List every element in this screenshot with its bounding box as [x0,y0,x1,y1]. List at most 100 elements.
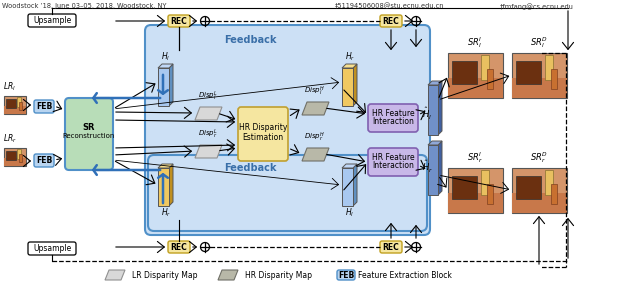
Bar [17,149,20,159]
FancyBboxPatch shape [380,15,402,27]
Text: †fmfang@cs.ecnu.edu: †fmfang@cs.ecnu.edu [500,3,574,10]
Polygon shape [302,102,329,115]
Bar [4,96,26,114]
Text: FEB: FEB [338,270,354,279]
Bar [550,69,557,89]
Polygon shape [158,64,173,68]
FancyBboxPatch shape [65,98,113,170]
Polygon shape [302,148,329,161]
Polygon shape [169,164,173,206]
Bar [516,61,541,84]
Text: Estimation: Estimation [243,133,284,142]
Polygon shape [438,141,442,195]
FancyBboxPatch shape [238,107,288,161]
Text: Reconstruction: Reconstruction [63,133,115,139]
FancyBboxPatch shape [368,148,418,176]
Polygon shape [342,64,357,68]
Bar [481,55,489,80]
Text: $LR_l$: $LR_l$ [3,81,16,93]
Text: REC: REC [171,242,188,251]
Polygon shape [438,81,442,135]
Polygon shape [195,107,222,120]
FancyBboxPatch shape [28,14,76,27]
FancyBboxPatch shape [168,15,190,27]
FancyBboxPatch shape [28,242,76,255]
FancyBboxPatch shape [168,241,190,253]
Polygon shape [428,81,442,85]
Text: Feature Extraction Block: Feature Extraction Block [358,270,452,279]
Text: LR Disparity Map: LR Disparity Map [132,270,198,279]
Bar [448,78,503,98]
FancyBboxPatch shape [145,25,430,235]
Bar [481,170,489,195]
FancyBboxPatch shape [380,241,402,253]
Text: HR Feature: HR Feature [372,110,414,119]
Text: $Disp_r^L$: $Disp_r^L$ [198,128,218,141]
Bar [4,148,26,166]
Text: $\hat{H}_r$: $\hat{H}_r$ [422,159,433,175]
Text: $SR_l^D$: $SR_l^D$ [530,35,548,50]
Text: Interaction: Interaction [372,161,414,171]
Text: $SR_l^I$: $SR_l^I$ [467,35,483,50]
Text: REC: REC [171,17,188,25]
Text: $H_l$: $H_l$ [161,51,170,63]
Bar [342,168,353,206]
Text: Woodstock ’18, June 03–05, 2018, Woodstock, NY: Woodstock ’18, June 03–05, 2018, Woodsto… [2,3,166,9]
Bar [17,97,20,107]
Bar [19,154,22,162]
Bar [452,176,477,199]
Text: $SR_r^I$: $SR_r^I$ [467,150,483,165]
FancyBboxPatch shape [337,270,355,280]
Bar [428,145,438,195]
Bar [545,170,553,195]
Polygon shape [353,64,357,106]
Bar [448,168,503,213]
Text: $H_l$: $H_l$ [345,207,354,219]
Text: Feedback: Feedback [224,163,276,173]
Bar [486,184,493,204]
Bar [448,193,503,213]
Polygon shape [158,164,173,168]
FancyBboxPatch shape [34,154,54,167]
Text: REC: REC [383,17,399,25]
Text: $Disp_l^L$: $Disp_l^L$ [198,90,218,103]
Text: FEB: FEB [36,102,52,111]
Bar [545,55,553,80]
Text: $H_r$: $H_r$ [161,207,172,219]
Text: REC: REC [383,242,399,251]
Polygon shape [105,270,125,280]
Bar [550,184,557,204]
Bar [158,168,169,206]
Bar [19,102,22,110]
Polygon shape [342,164,357,168]
Text: HR Feature: HR Feature [372,154,414,163]
Text: ‡51194506008@stu.ecnu.edu.cn: ‡51194506008@stu.ecnu.edu.cn [335,3,445,9]
Bar [158,68,169,106]
FancyBboxPatch shape [148,155,427,231]
Bar [342,68,353,106]
Polygon shape [195,145,222,158]
Text: Upsample: Upsample [33,244,71,253]
Text: Upsample: Upsample [33,16,71,25]
Text: Interaction: Interaction [372,117,414,126]
FancyBboxPatch shape [368,104,418,132]
FancyBboxPatch shape [34,100,54,113]
Bar [6,99,15,108]
Polygon shape [428,141,442,145]
Text: HR Disparity: HR Disparity [239,124,287,133]
Text: $Disp_l^H$: $Disp_l^H$ [305,85,326,98]
Text: HR Disparity Map: HR Disparity Map [245,270,312,279]
Text: Feedback: Feedback [224,35,276,45]
Bar [512,193,567,213]
Text: $SR_r^D$: $SR_r^D$ [530,150,548,165]
Text: $LR_r$: $LR_r$ [3,133,17,145]
Bar [512,53,567,98]
Bar [4,158,26,166]
Text: $H_r$: $H_r$ [345,51,355,63]
Bar [428,85,438,135]
Polygon shape [169,64,173,106]
Text: FEB: FEB [36,156,52,165]
Bar [4,106,26,114]
Text: $Disp_r^H$: $Disp_r^H$ [305,131,326,144]
Polygon shape [218,270,238,280]
